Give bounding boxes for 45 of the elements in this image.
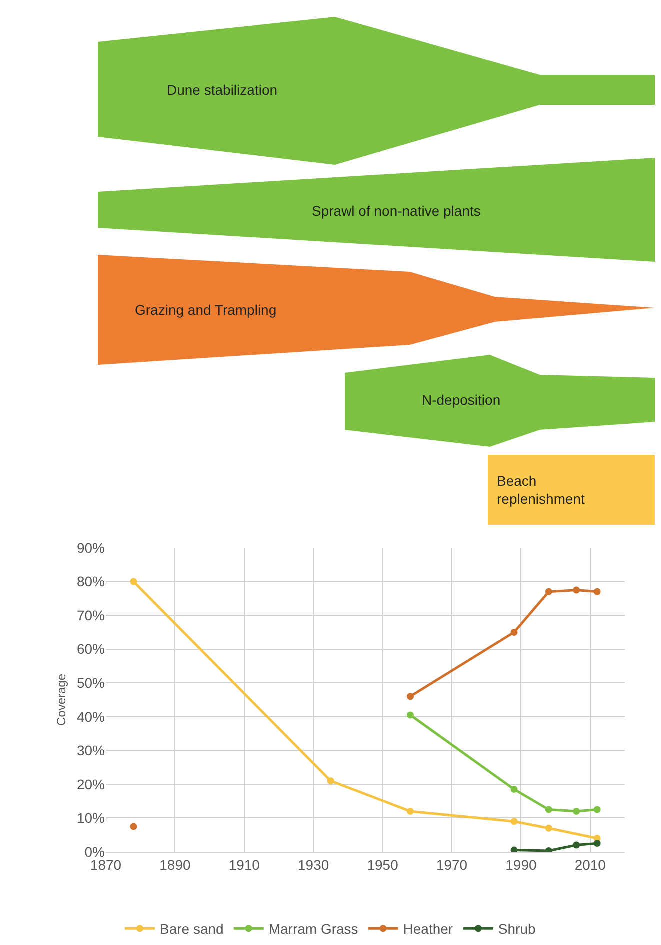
legend-label: Marram Grass [268,921,358,938]
point [573,842,580,849]
point [594,806,601,814]
x-tick-label: 1970 [436,856,468,873]
x-tick-label: 1910 [228,856,260,873]
point [573,586,580,594]
y-tick-label: 50% [76,675,105,692]
point [510,846,518,852]
point [545,588,552,596]
point [594,588,601,596]
point [406,808,414,815]
point [573,808,580,815]
y-tick-label: 20% [76,776,105,792]
x-tick-label: 1930 [298,856,330,873]
text: Beach replenishment [497,473,586,508]
text: Grazing and Trampling [135,302,277,318]
point [130,823,138,830]
x-tick-label: 1990 [506,856,537,873]
point [406,693,414,700]
y-tick-label: 80% [76,574,105,590]
point [510,818,518,826]
point [545,806,552,814]
point [594,840,601,848]
point [510,786,518,794]
legend-label: Bare sand [160,921,224,938]
point [545,824,552,832]
y-tick-label: 70% [76,607,105,624]
legend-label: Heather [403,921,454,938]
y-tick-label: 60% [76,641,105,658]
y-axis-title: Coverage [54,674,68,726]
y-tick-label: 40% [76,708,105,725]
text: N-deposition [422,392,501,408]
y-tick-label: 10% [76,810,105,826]
y-tick-label: 30% [76,742,105,759]
x-tick-label: 1950 [367,856,399,873]
x-tick-label: 1890 [160,856,191,873]
point [406,712,414,719]
x-tick-label: 2010 [574,856,606,873]
legend-label: Shrub [498,921,536,938]
y-tick-label: 90% [76,540,105,556]
point [130,578,138,586]
text: Sprawl of non-native plants [312,203,481,219]
point [327,778,334,785]
point [510,628,518,636]
text: Dune stabilization [167,82,278,98]
